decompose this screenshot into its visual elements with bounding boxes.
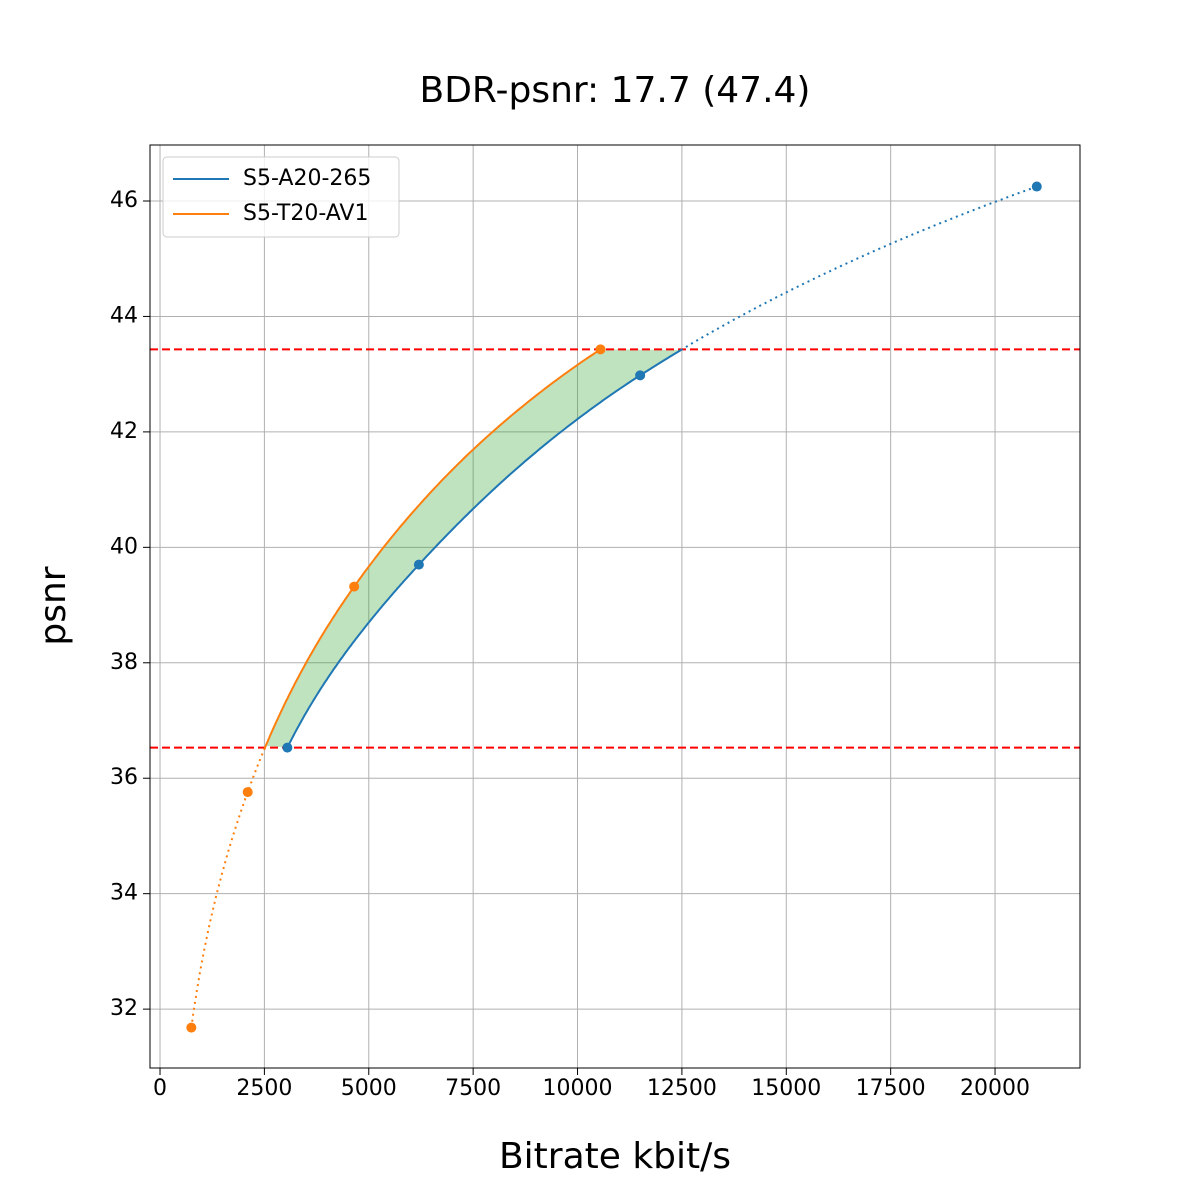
y-tick-label: 36 <box>110 765 138 790</box>
x-tick-label: 10000 <box>543 1076 613 1101</box>
data-point <box>242 787 253 798</box>
y-axis-label: psnr <box>33 566 74 645</box>
y-tick-label: 34 <box>110 881 138 906</box>
data-point <box>1031 181 1042 192</box>
fit-curve <box>680 185 1038 351</box>
x-tick-label: 7500 <box>445 1076 501 1101</box>
legend-label: S5-A20-265 <box>243 166 371 191</box>
y-tick-label: 42 <box>110 419 138 444</box>
x-axis-label: Bitrate kbit/s <box>499 1136 731 1177</box>
y-tick-label: 40 <box>110 534 138 559</box>
x-tick-label: 17500 <box>856 1076 926 1101</box>
x-tick-label: 0 <box>153 1076 167 1101</box>
y-tick-label: 32 <box>110 996 138 1021</box>
x-tick-label: 2500 <box>236 1076 292 1101</box>
data-point <box>635 370 646 381</box>
data-point <box>186 1022 197 1033</box>
y-tick-label: 46 <box>110 188 138 213</box>
data-point <box>595 344 606 355</box>
data-point <box>413 559 424 570</box>
plot-frame <box>149 144 1081 1069</box>
x-tick-label: 15000 <box>751 1076 821 1101</box>
x-tick-label: 5000 <box>341 1076 397 1101</box>
legend-box <box>162 156 400 238</box>
x-tick-label: 12500 <box>647 1076 717 1101</box>
fit-curve <box>286 349 682 749</box>
data-point <box>349 581 360 592</box>
fit-curve <box>190 747 266 1028</box>
data-point <box>282 742 293 753</box>
y-tick-label: 44 <box>110 303 138 328</box>
bd-area <box>265 349 681 748</box>
fit-curve <box>263 348 602 749</box>
legend-label: S5-T20-AV1 <box>243 201 368 226</box>
y-tick-label: 38 <box>110 650 138 675</box>
x-tick-label: 20000 <box>960 1076 1030 1101</box>
chart-title: BDR-psnr: 17.7 (47.4) <box>420 70 811 111</box>
